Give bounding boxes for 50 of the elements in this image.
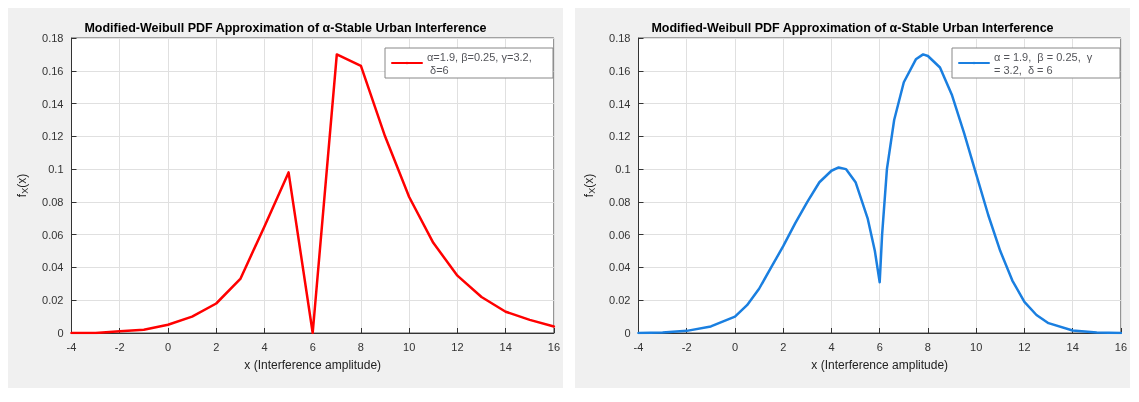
x-tick-label: 8 — [357, 340, 364, 353]
y-tick-label: 0 — [57, 327, 64, 339]
x-tick-label: 10 — [403, 340, 416, 353]
x-tick-label: -4 — [633, 340, 644, 353]
x-axis-title: x (Interference amplitude) — [811, 358, 949, 372]
y-axis-title: fX(x) — [582, 173, 597, 198]
y-tick-label: 0.06 — [609, 228, 631, 241]
y-tick-label: 0.02 — [42, 294, 64, 307]
y-tick-label: 0.08 — [42, 195, 64, 208]
chart-title: Modified-Weibull PDF Approximation of α-Stable Urban Interference — [84, 20, 487, 35]
x-tick-label: 14 — [1066, 340, 1079, 353]
y-tick-label: 0.08 — [609, 195, 631, 208]
y-tick-label: 0.04 — [609, 261, 631, 274]
legend-label: α=1.9, β=0.25, γ=3.2, δ=6 — [427, 50, 532, 76]
x-tick-label: 10 — [970, 340, 983, 353]
y-tick-label: 0.06 — [42, 228, 64, 241]
x-tick-label: -2 — [114, 340, 125, 353]
y-tick-label: 0.14 — [609, 97, 631, 110]
y-tick-label: 0 — [624, 327, 631, 339]
x-tick-label: 8 — [924, 340, 931, 353]
y-tick-label: 0.1 — [615, 163, 631, 176]
y-tick-label: 0.02 — [609, 294, 631, 307]
x-tick-label: 6 — [876, 340, 883, 353]
y-tick-label: 0.16 — [609, 64, 631, 77]
y-tick-label: 0.1 — [48, 163, 64, 176]
x-tick-label: -4 — [66, 340, 77, 353]
x-tick-label: -2 — [681, 340, 692, 353]
x-tick-label: 14 — [499, 340, 512, 353]
chart-title: Modified-Weibull PDF Approximation of α-Stable Urban Interference — [651, 20, 1054, 35]
y-tick-label: 0.18 — [609, 32, 631, 44]
y-tick-label: 0.16 — [42, 64, 64, 77]
y-tick-label: 0.12 — [609, 130, 631, 143]
x-axis-title: x (Interference amplitude) — [244, 358, 382, 372]
y-tick-label: 0.14 — [42, 97, 64, 110]
y-tick-label: 0.18 — [42, 32, 64, 44]
x-tick-label: 2 — [780, 340, 787, 353]
x-tick-label: 0 — [731, 340, 739, 353]
y-axis-title: fX(x) — [15, 173, 30, 198]
x-tick-label: 4 — [828, 340, 835, 353]
x-tick-label: 2 — [213, 340, 220, 353]
x-tick-label: 0 — [164, 340, 172, 353]
x-tick-label: 12 — [451, 340, 464, 353]
legend-label: α = 1.9, β = 0.25, γ = 3.2, δ = 6 — [994, 50, 1096, 76]
x-tick-label: 6 — [309, 340, 316, 353]
x-tick-label: 16 — [1114, 340, 1128, 353]
x-tick-label: 4 — [261, 340, 268, 353]
x-tick-label: 16 — [547, 340, 561, 353]
y-tick-label: 0.04 — [42, 261, 64, 274]
y-tick-label: 0.12 — [42, 130, 64, 143]
x-tick-label: 12 — [1018, 340, 1031, 353]
